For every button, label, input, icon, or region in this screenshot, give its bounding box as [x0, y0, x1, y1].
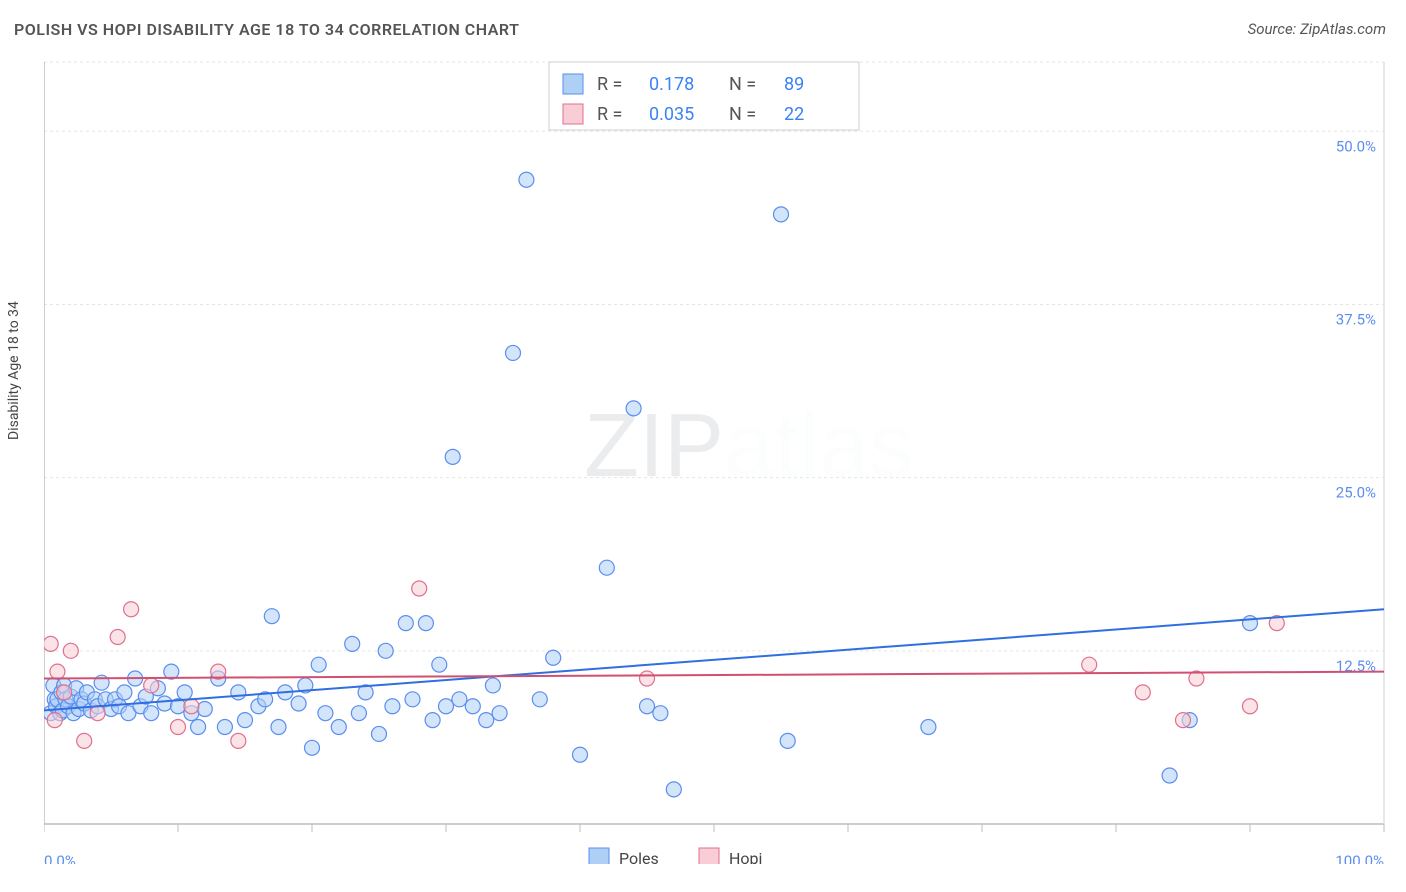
- y-tick-label: 37.5%: [1336, 310, 1376, 328]
- data-point: [506, 345, 521, 360]
- data-point: [599, 560, 614, 575]
- data-point: [921, 720, 936, 735]
- data-point: [640, 671, 655, 686]
- svg-text:22: 22: [784, 104, 804, 125]
- correlation-scatter-chart: ZIPatlas R =0.178N =89R =0.035N =22 Pole…: [44, 56, 1392, 864]
- data-point: [780, 733, 795, 748]
- data-point: [1135, 685, 1150, 700]
- data-point: [331, 720, 346, 735]
- chart-title: POLISH VS HOPI DISABILITY AGE 18 TO 34 C…: [14, 20, 519, 39]
- data-point: [532, 692, 547, 707]
- data-point: [77, 733, 92, 748]
- data-point: [412, 581, 427, 596]
- data-point: [184, 699, 199, 714]
- data-point: [238, 713, 253, 728]
- data-point: [144, 706, 159, 721]
- data-point: [271, 720, 286, 735]
- svg-text:R =: R =: [597, 74, 622, 95]
- data-point: [1243, 699, 1258, 714]
- trend-line: [44, 672, 1384, 679]
- data-point: [318, 706, 333, 721]
- data-point: [47, 713, 62, 728]
- data-point: [90, 706, 105, 721]
- data-point: [425, 713, 440, 728]
- y-axis-label: Disability Age 18 to 34: [6, 301, 22, 440]
- data-point: [485, 678, 500, 693]
- data-point: [311, 657, 326, 672]
- data-point: [465, 699, 480, 714]
- trend-line: [44, 609, 1384, 710]
- data-point: [305, 740, 320, 755]
- data-point: [191, 720, 206, 735]
- data-point: [63, 643, 78, 658]
- data-point: [124, 602, 139, 617]
- legend-label: Poles: [619, 849, 659, 864]
- data-point: [479, 713, 494, 728]
- data-point: [351, 706, 366, 721]
- legend-swatch: [589, 848, 609, 864]
- chart-source: Source: ZipAtlas.com: [1248, 20, 1386, 38]
- data-point: [405, 692, 420, 707]
- data-point: [117, 685, 132, 700]
- data-point: [445, 449, 460, 464]
- data-point: [110, 629, 125, 644]
- y-tick-label: 25.0%: [1336, 484, 1376, 502]
- data-point: [653, 706, 668, 721]
- y-tick-label: 12.5%: [1336, 657, 1376, 675]
- data-point: [418, 616, 433, 631]
- svg-text:89: 89: [784, 74, 804, 95]
- data-point: [1082, 657, 1097, 672]
- data-point: [144, 678, 159, 693]
- legend-swatch: [699, 848, 719, 864]
- data-point: [291, 696, 306, 711]
- legend-label: Hopi: [729, 849, 762, 864]
- data-point: [546, 650, 561, 665]
- data-point: [50, 664, 65, 679]
- data-point: [1243, 616, 1258, 631]
- data-point: [157, 696, 172, 711]
- data-point: [372, 726, 387, 741]
- data-point: [774, 207, 789, 222]
- svg-text:R =: R =: [597, 104, 622, 125]
- x-tick-label: 0.0%: [44, 852, 76, 864]
- data-point: [264, 609, 279, 624]
- data-point: [345, 636, 360, 651]
- legend-swatch: [563, 104, 583, 124]
- series-legend: Poles Hopi: [589, 848, 762, 864]
- data-point: [231, 733, 246, 748]
- data-point: [1176, 713, 1191, 728]
- data-point: [1162, 768, 1177, 783]
- data-point: [44, 636, 58, 651]
- svg-text:0.178: 0.178: [649, 74, 694, 95]
- data-point: [439, 699, 454, 714]
- data-point: [626, 401, 641, 416]
- data-point: [452, 692, 467, 707]
- data-point: [398, 616, 413, 631]
- data-point: [432, 657, 447, 672]
- data-point: [378, 643, 393, 658]
- svg-text:0.035: 0.035: [649, 104, 694, 125]
- svg-text:N =: N =: [729, 74, 756, 95]
- data-point: [519, 172, 534, 187]
- data-point: [640, 699, 655, 714]
- data-point: [492, 706, 507, 721]
- data-point: [217, 720, 232, 735]
- legend-swatch: [563, 74, 583, 94]
- data-point: [171, 720, 186, 735]
- data-point: [573, 747, 588, 762]
- data-point: [197, 702, 212, 717]
- data-point: [231, 685, 246, 700]
- y-tick-label: 50.0%: [1336, 137, 1376, 155]
- data-point: [666, 782, 681, 797]
- svg-text:N =: N =: [729, 104, 756, 125]
- data-point: [177, 685, 192, 700]
- stats-legend: R = 0.178 N = 89 R = 0.035 N = 22: [549, 62, 859, 130]
- data-point: [385, 699, 400, 714]
- data-point: [57, 685, 72, 700]
- x-tick-label: 100.0%: [1335, 852, 1384, 864]
